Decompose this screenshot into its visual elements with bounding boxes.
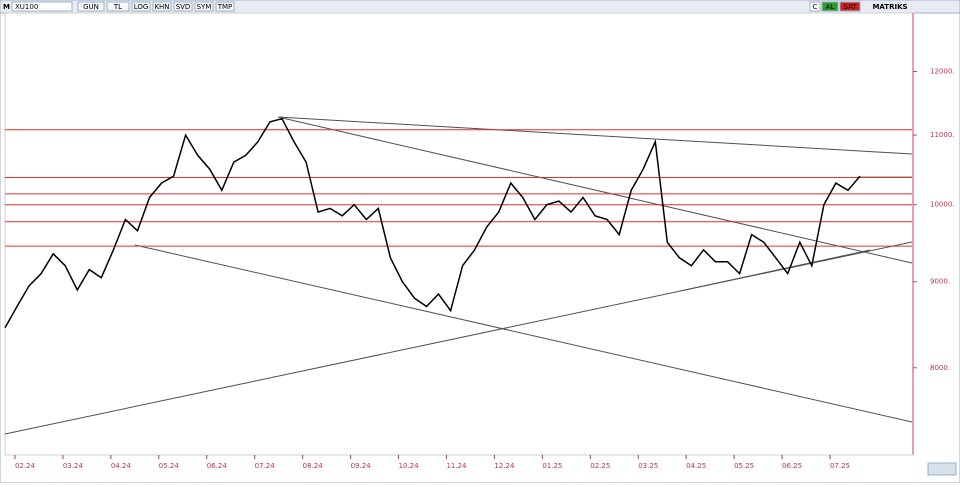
symbol-prefix: M bbox=[3, 3, 10, 11]
x-tick-label: 05.25 bbox=[734, 462, 754, 470]
x-tick-label: 02.25 bbox=[590, 462, 610, 470]
toolbar-button-label: SAT bbox=[843, 3, 857, 11]
toolbar-button[interactable] bbox=[106, 1, 130, 12]
toolbar-button-label: C bbox=[813, 3, 818, 11]
x-tick-label: 09.24 bbox=[351, 462, 372, 470]
x-tick-label: 01.25 bbox=[542, 462, 562, 470]
toolbar-button-label: SYM bbox=[197, 3, 212, 11]
y-tick-label: 11000. bbox=[930, 131, 955, 139]
x-tick-label: 08.24 bbox=[303, 462, 324, 470]
y-tick-label: 12000. bbox=[930, 67, 955, 75]
plot-area bbox=[4, 12, 914, 456]
x-tick-label: 06.25 bbox=[782, 462, 802, 470]
toolbar-button[interactable] bbox=[131, 1, 151, 12]
x-tick-label: 10.24 bbox=[399, 462, 420, 470]
x-tick-label: 07.25 bbox=[830, 462, 850, 470]
toolbar-button-label: GUN bbox=[83, 3, 99, 11]
toolbar-button-label: KHN bbox=[154, 3, 169, 11]
toolbar-button[interactable] bbox=[194, 1, 214, 12]
x-tick-label: 12.24 bbox=[494, 462, 515, 470]
y-tick-label: 8000. bbox=[930, 364, 950, 372]
toolbar-button-label: TMP bbox=[217, 3, 233, 11]
trend-line bbox=[277, 116, 913, 264]
toolbar-button[interactable] bbox=[152, 1, 172, 12]
symbol: XU100 bbox=[15, 3, 38, 11]
x-tick-label: 07.24 bbox=[255, 462, 276, 470]
symbol-box[interactable] bbox=[11, 1, 73, 12]
price-line bbox=[4, 117, 861, 329]
toolbar-button-label: AL bbox=[826, 3, 835, 11]
trend-line bbox=[277, 116, 913, 155]
toolbar-button[interactable] bbox=[821, 1, 839, 12]
x-tick-label: 03.24 bbox=[63, 462, 84, 470]
x-tick-label: 11.24 bbox=[446, 462, 467, 470]
x-tick-label: 06.24 bbox=[207, 462, 228, 470]
y-tick-label: 10000. bbox=[930, 201, 955, 209]
x-tick-label: 04.25 bbox=[686, 462, 706, 470]
x-tick-label: 05.24 bbox=[159, 462, 180, 470]
x-tick-label: 04.24 bbox=[111, 462, 132, 470]
toolbar-button[interactable] bbox=[809, 1, 821, 12]
scroll-buttons[interactable] bbox=[927, 462, 957, 476]
toolbar-button[interactable] bbox=[173, 1, 193, 12]
y-tick-label: 9000. bbox=[930, 278, 950, 286]
trend-line bbox=[679, 249, 871, 292]
toolbar-button[interactable] bbox=[839, 1, 861, 12]
trend-lines bbox=[4, 116, 913, 435]
toolbar-button-label: SVD bbox=[176, 3, 191, 11]
brand: MATRIKS bbox=[872, 3, 907, 11]
toolbar-button[interactable] bbox=[77, 1, 105, 12]
toolbar-button-label: TL bbox=[113, 3, 122, 11]
x-tick-label: 02.24 bbox=[15, 462, 36, 470]
toolbar-button-label: LOG bbox=[134, 3, 149, 11]
trend-line bbox=[134, 244, 913, 423]
toolbar-button[interactable] bbox=[215, 1, 235, 12]
x-tick-label: 03.25 bbox=[638, 462, 658, 470]
